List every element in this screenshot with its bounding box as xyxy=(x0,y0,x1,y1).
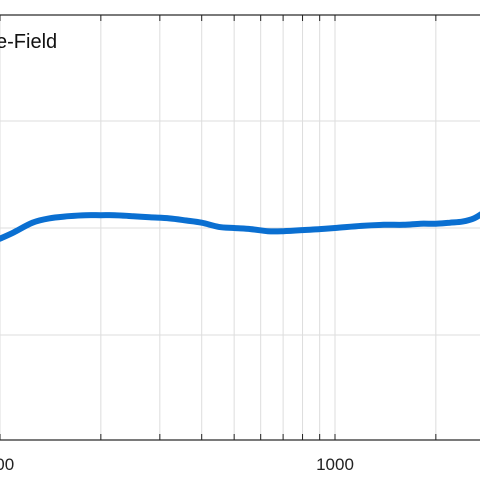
x-axis-ticks: 100 1000 xyxy=(0,15,437,474)
series-group xyxy=(0,211,480,242)
legend-label: e-Field xyxy=(0,31,57,53)
plot-frame xyxy=(0,14,480,441)
x-tick-label: 100 xyxy=(0,455,14,474)
series-line xyxy=(0,211,480,242)
x-tick-label: 1000 xyxy=(316,455,354,474)
